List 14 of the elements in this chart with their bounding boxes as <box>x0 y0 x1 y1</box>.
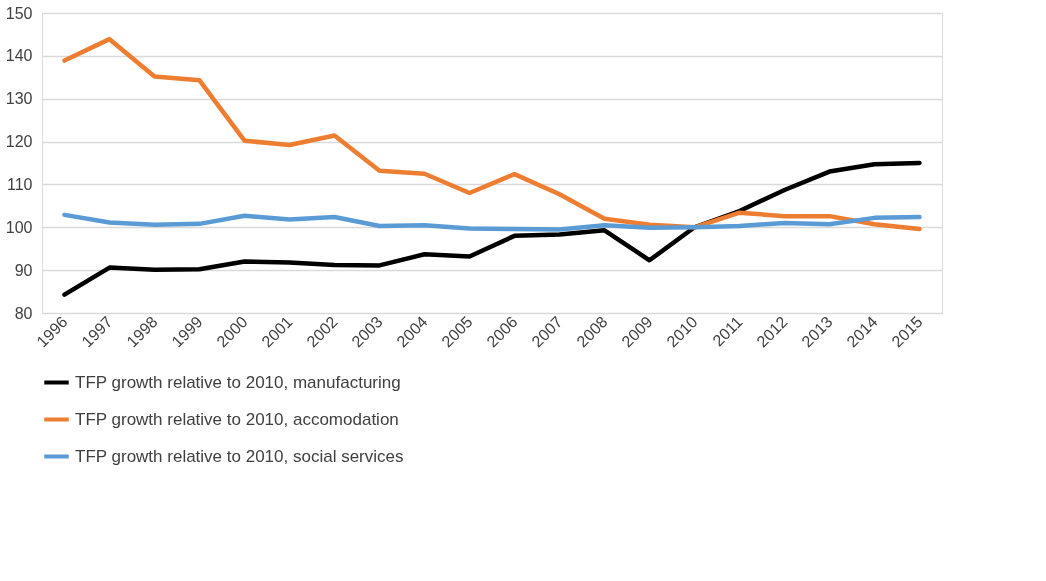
line-series <box>62 212 922 232</box>
line-series <box>62 160 922 297</box>
line-series <box>62 36 922 232</box>
y-tick-label: 100 <box>5 218 33 236</box>
legend-label: TFP growth relative to 2010, social services <box>75 446 404 466</box>
y-tick-label: 140 <box>5 47 33 65</box>
y-tick-label: 130 <box>5 90 33 108</box>
legend-label: TFP growth relative to 2010, manufacturing <box>75 372 401 392</box>
y-tick-label: 120 <box>5 133 33 151</box>
y-tick-label: 90 <box>14 261 33 279</box>
y-tick-label: 150 <box>5 4 33 22</box>
legend-label: TFP growth relative to 2010, accomodation <box>75 409 399 429</box>
y-tick-label: 80 <box>14 304 33 322</box>
y-tick-label: 110 <box>6 175 33 193</box>
